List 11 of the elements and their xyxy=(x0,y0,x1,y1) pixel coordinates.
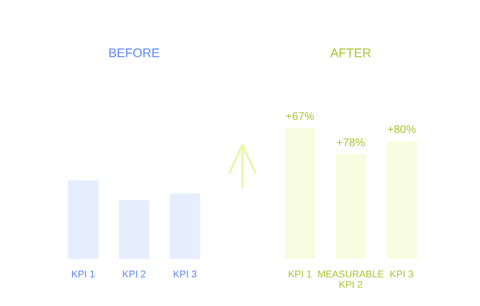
x-tick-label: KPI 3 xyxy=(174,270,196,278)
x-tick-label: KPI 2 xyxy=(122,270,146,278)
text: +67% xyxy=(286,112,314,120)
x-tick-label: MEASURABLE KPI 2 xyxy=(318,270,384,288)
x-tick-label: KPI 3 xyxy=(390,270,414,278)
x-tick-label: KPI 1 xyxy=(72,270,95,278)
text: AFTER xyxy=(330,48,371,58)
text: BEFORE xyxy=(109,48,160,58)
annotation: +78% xyxy=(336,138,365,146)
x-tick-label: KPI 1 xyxy=(288,270,312,278)
annotation: +80% xyxy=(388,125,416,134)
